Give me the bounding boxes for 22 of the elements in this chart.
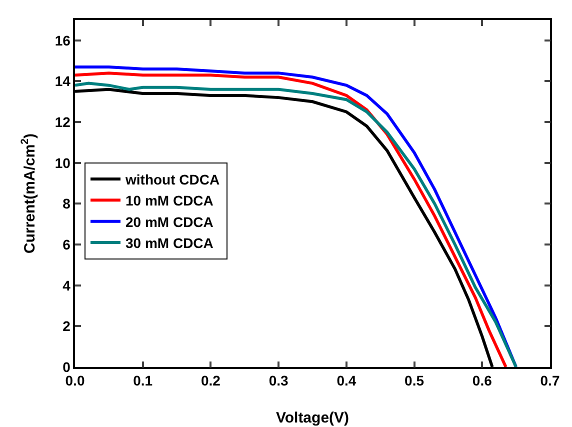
x-tick-label: 0.0	[65, 372, 85, 389]
legend-label: 10 mM CDCA	[126, 192, 214, 209]
legend-label: without CDCA	[124, 171, 220, 188]
y-tick-label: 12	[54, 114, 71, 130]
legend-label: 30 mM CDCA	[126, 235, 214, 252]
y-tick-label: 10	[54, 154, 71, 171]
y-tick-label: 6	[62, 236, 71, 252]
x-axis-title: Voltage(V)	[276, 410, 350, 426]
x-tick-label: 0.4	[336, 372, 356, 389]
x-tick-label: 0.2	[200, 372, 221, 389]
x-tick-label: 0.1	[133, 372, 153, 389]
legend-label: 20 mM CDCA	[126, 214, 214, 230]
y-tick-label: 14	[54, 73, 71, 90]
y-tick-label: 4	[62, 277, 71, 294]
x-tick-label: 0.3	[268, 372, 289, 389]
y-tick-label: 2	[62, 318, 71, 334]
x-tick-label: 0.6	[472, 372, 492, 389]
y-tick-label: 8	[62, 196, 71, 212]
y-tick-label: 0	[62, 358, 71, 375]
x-tick-label: 0.7	[540, 372, 560, 389]
y-tick-label: 16	[54, 32, 71, 48]
x-tick-label: 0.5	[404, 372, 424, 389]
